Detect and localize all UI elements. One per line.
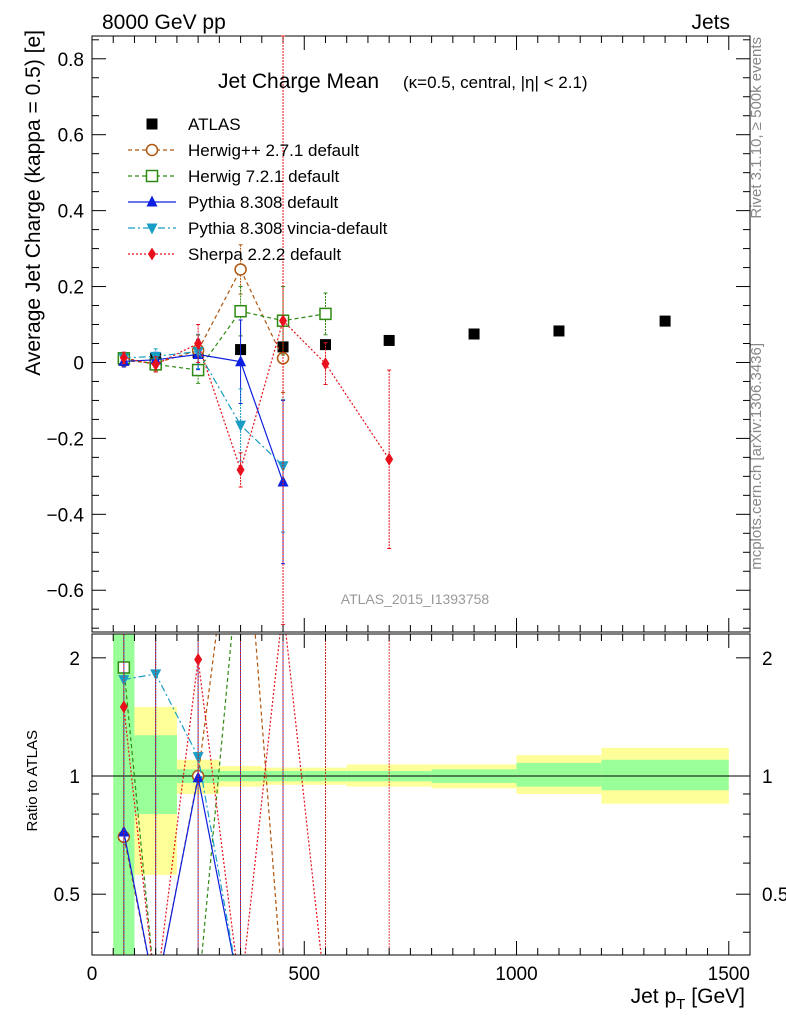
- ratio-tick-label-right: 0.5: [762, 885, 786, 906]
- x-axis-label: Jet pT [GeV]: [631, 985, 745, 1013]
- x-tick-label: 1500: [708, 964, 750, 985]
- ratio-line: [123, 634, 233, 955]
- legend-marker: [146, 118, 158, 130]
- ratio-band-inner: [601, 759, 729, 791]
- main-plot-area: −0.6 −0.4 −0.2 0 0.2 0.4 0.6 0.8 Jet Charge Mea…: [46, 35, 751, 633]
- series-5: [119, 35, 394, 625]
- series-point: [321, 357, 330, 371]
- series-line: [123, 319, 390, 472]
- mcplots-reference-label: mcplots.cern.ch [arXiv:1306.3436]: [748, 343, 765, 570]
- series-point: [279, 314, 288, 328]
- main-series-group: [117, 35, 671, 625]
- atlas-data-point: [468, 328, 480, 340]
- series-point: [236, 463, 245, 477]
- legend-label: ATLAS: [188, 115, 241, 134]
- ratio-tick-label-left: 1: [69, 767, 80, 788]
- analysis-watermark: ATLAS_2015_I1393758: [341, 591, 490, 607]
- ratio-axis-ticks: 0.5 0.5 1 1 2 2 0 500 1000 1500: [54, 634, 786, 985]
- ratio-tick-label-left: 2: [69, 649, 80, 670]
- legend-label: Sherpa 2.2.2 default: [188, 245, 341, 264]
- x-tick-label: 1000: [495, 964, 537, 985]
- chart-title: Jet Charge Mean: [218, 70, 379, 93]
- ratio-plot-frame: [91, 633, 751, 956]
- ratio-point: [119, 700, 128, 714]
- series-line: [123, 350, 284, 467]
- series-line: [123, 310, 326, 371]
- series-point: [119, 351, 128, 365]
- ratio-uncertainty-bands: [92, 634, 750, 955]
- y-tick-label: 0.6: [58, 126, 84, 147]
- header-right-label: Jets: [691, 11, 730, 34]
- legend-label: Herwig 7.2.1 default: [188, 167, 339, 186]
- legend-marker: [145, 169, 159, 183]
- ratio-series-group: [117, 634, 390, 955]
- x-axis-label-main: Jet p: [631, 985, 677, 1008]
- legend-marker: [146, 195, 158, 207]
- series-point: [234, 304, 247, 318]
- legend-label: Pythia 8.308 vincia-default: [188, 219, 388, 238]
- y-tick-label: 0.8: [58, 50, 84, 71]
- y-tick-label: −0.4: [46, 505, 84, 526]
- legend-marker: [146, 223, 158, 235]
- series-point: [235, 420, 247, 432]
- legend-label: Pythia 8.308 default: [188, 193, 339, 212]
- ratio-plot-area: 0.5 0.5 1 1 2 2 0 500 1000 1500: [54, 633, 786, 985]
- x-tick-label: 500: [288, 964, 320, 985]
- ratio-series-5: [119, 634, 390, 955]
- y-tick-label: −0.2: [46, 429, 84, 450]
- legend-label: Herwig++ 2.7.1 default: [188, 141, 359, 160]
- rivet-version-label: Rivet 3.1.10, ≥ 500k events: [748, 37, 765, 219]
- ratio-point: [194, 653, 203, 667]
- ratio-tick-label-right: 2: [762, 649, 773, 670]
- header-left-label: 8000 GeV pp: [102, 11, 226, 34]
- y-tick-label: 0.4: [58, 202, 85, 223]
- chart-subtitle: (κ=0.5, central, |η| < 2.1): [403, 73, 588, 92]
- series-point: [234, 263, 247, 276]
- series-point: [319, 307, 332, 321]
- x-axis-label-subscript: T: [676, 996, 685, 1013]
- x-axis-label-unit: [GeV]: [691, 985, 745, 1008]
- atlas-data-point: [553, 325, 565, 337]
- y-tick-label: −0.6: [46, 581, 84, 602]
- main-axis-ticks: −0.6 −0.4 −0.2 0 0.2 0.4 0.6 0.8: [46, 36, 751, 632]
- atlas-data-point: [383, 334, 395, 346]
- ratio-band-inner: [516, 762, 602, 787]
- series-point: [151, 357, 160, 371]
- series-point: [385, 452, 394, 466]
- y-tick-label: 0: [73, 353, 84, 374]
- ratio-y-axis-label: Ratio to ATLAS: [24, 730, 41, 831]
- x-tick-label: 0: [87, 964, 98, 985]
- series-2: [117, 286, 332, 384]
- series-point: [194, 336, 203, 350]
- y-axis-label: Average Jet Charge (kappa = 0.5) [e]: [22, 30, 45, 376]
- y-tick-label: 0.2: [58, 278, 84, 299]
- legend-marker: [145, 143, 159, 157]
- legend-marker: [148, 247, 156, 261]
- series-point: [235, 355, 247, 367]
- legend: ATLAS Herwig++ 2.7.1 default Herwig 7.2.1 …: [128, 115, 388, 264]
- ratio-tick-label-right: 1: [762, 767, 773, 788]
- ratio-tick-label-left: 0.5: [54, 885, 80, 906]
- ratio-point: [118, 825, 130, 837]
- main-plot-frame: [91, 35, 751, 633]
- atlas-data-point: [659, 315, 671, 327]
